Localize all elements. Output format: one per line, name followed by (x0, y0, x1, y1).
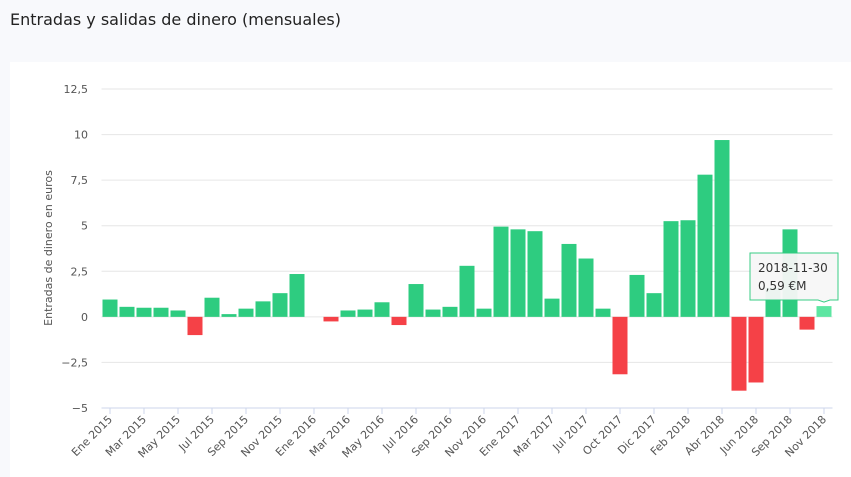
bar (221, 314, 237, 317)
tooltip: 2018-11-30 0,59 €M (749, 252, 839, 303)
bar (323, 316, 339, 322)
bar (187, 316, 203, 336)
bar (646, 293, 662, 317)
bar (799, 316, 815, 330)
y-axis-label: Entradas de dinero en euros (42, 170, 55, 326)
bar (476, 308, 492, 317)
y-tick-label: 0 (81, 311, 88, 324)
bar (374, 302, 390, 317)
bar (527, 231, 543, 317)
bar (255, 301, 271, 317)
bar (459, 265, 475, 317)
bar (357, 309, 373, 317)
tooltip-date: 2018-11-30 (758, 261, 828, 275)
bar (544, 298, 560, 317)
y-tick-label: 2,5 (71, 265, 89, 278)
bar (391, 316, 407, 326)
bar (119, 306, 135, 317)
y-tick-label: 7,5 (71, 174, 89, 187)
y-tick-label: −2,5 (61, 356, 88, 369)
bar (442, 306, 458, 317)
bar (561, 243, 577, 317)
bar (510, 229, 526, 317)
bar (612, 316, 628, 375)
bar (153, 307, 169, 317)
tooltip-value: 0,59 €M (758, 279, 807, 293)
y-tick-label: 5 (81, 220, 88, 233)
bar (663, 221, 679, 317)
bar (136, 307, 152, 317)
tooltip-box (749, 252, 839, 303)
bar (272, 293, 288, 317)
bar (731, 316, 747, 391)
bar (748, 316, 764, 383)
bar (102, 299, 118, 317)
bar (578, 258, 594, 317)
bar (697, 174, 713, 317)
bar (680, 220, 696, 317)
bar (493, 226, 509, 317)
y-tick-label: 10 (74, 129, 88, 142)
y-tick-label: −5 (72, 402, 88, 415)
bar (170, 310, 186, 317)
bar (714, 140, 730, 317)
bar (629, 274, 645, 317)
bar (289, 274, 305, 317)
bar (238, 308, 254, 317)
bar (204, 297, 220, 317)
bar (425, 309, 441, 317)
y-tick-label: 12,5 (64, 83, 89, 96)
bar (816, 306, 832, 317)
bar (408, 284, 424, 317)
bar (595, 308, 611, 317)
bar (340, 310, 356, 317)
chart-title: Entradas y salidas de dinero (mensuales) (10, 10, 341, 29)
